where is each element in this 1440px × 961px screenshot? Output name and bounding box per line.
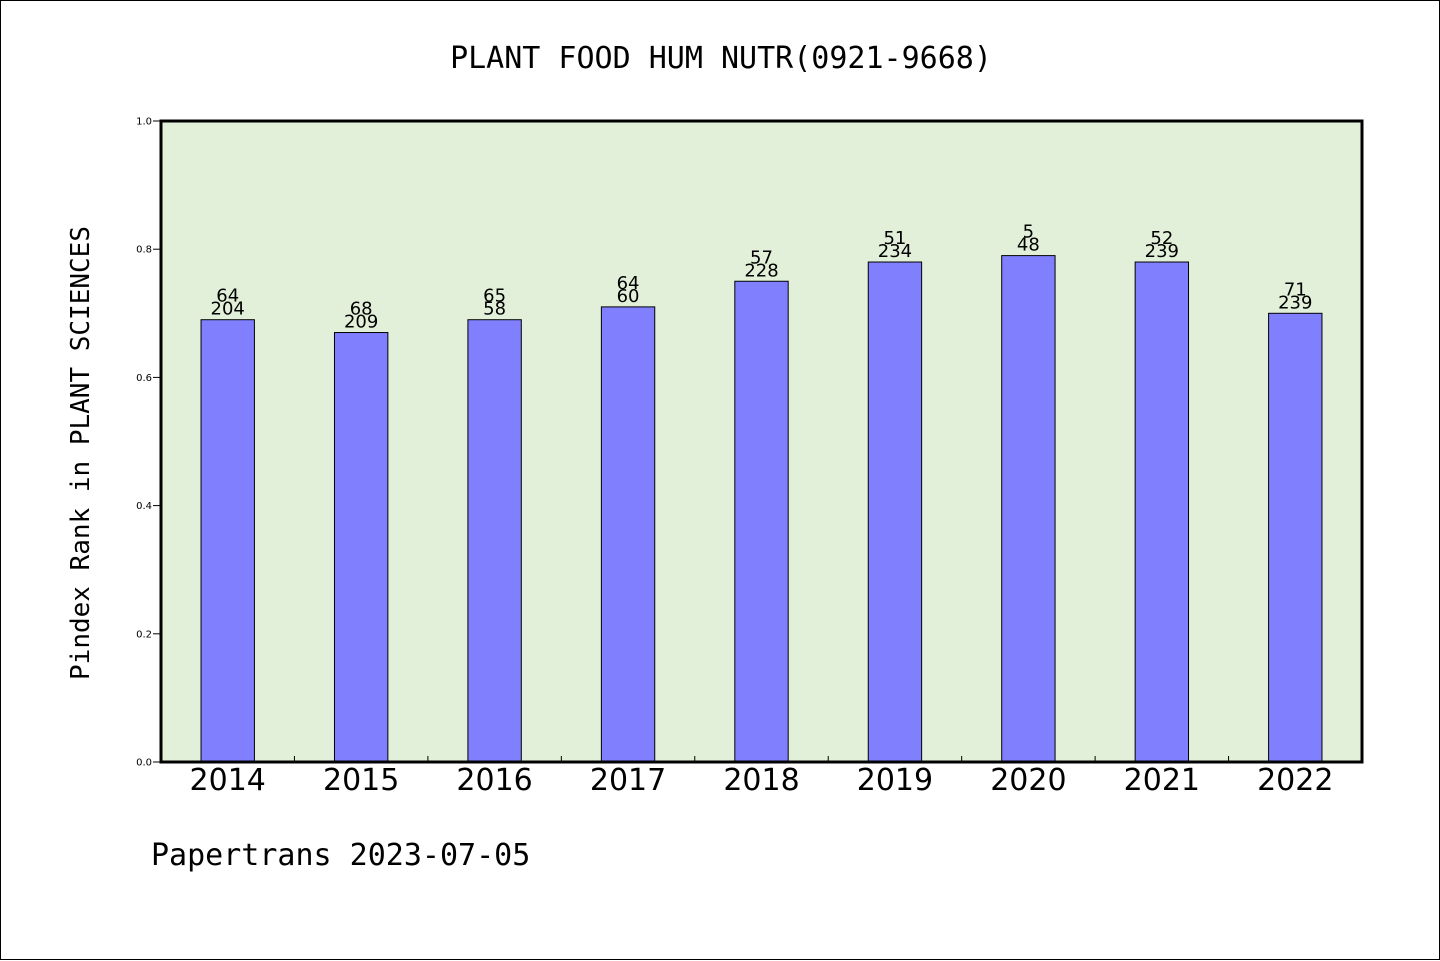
bar bbox=[867, 261, 923, 763]
y-axis: 0.0 0.2 0.4 0.6 0.8 1.0 bbox=[136, 117, 161, 769]
plot-frame bbox=[159, 119, 1364, 764]
bar bbox=[734, 280, 789, 763]
bar bbox=[600, 306, 656, 763]
bar-label-top: 52 bbox=[1150, 228, 1173, 249]
bar-label-top: 64 bbox=[617, 273, 640, 294]
y-tick-label: 0.6 bbox=[136, 373, 152, 384]
bar-label-top: 51 bbox=[883, 228, 906, 249]
bar-series bbox=[200, 255, 1323, 763]
bar-label-bottom: 239 bbox=[1278, 292, 1312, 313]
x-tick-label: 2017 bbox=[590, 763, 666, 798]
bar bbox=[333, 332, 389, 763]
bar bbox=[200, 319, 255, 763]
bar bbox=[467, 319, 522, 763]
bar bbox=[1001, 255, 1056, 763]
bar-label-top: 57 bbox=[750, 247, 773, 268]
footer-text: Papertrans 2023-07-05 bbox=[151, 838, 530, 873]
chart-title: PLANT FOOD HUM NUTR(0921-9668) bbox=[450, 41, 992, 76]
bar-label-top: 68 bbox=[350, 299, 373, 320]
bar-label-bottom: 234 bbox=[878, 241, 912, 262]
bar-label-bottom: 204 bbox=[211, 299, 245, 320]
bar-label-bottom: 58 bbox=[483, 299, 506, 320]
y-tick-label: 0.0 bbox=[136, 758, 152, 769]
bar-label-top: 71 bbox=[1284, 279, 1307, 300]
bar-label-top: 64 bbox=[216, 286, 239, 307]
x-tick-label: 2016 bbox=[456, 763, 532, 798]
y-axis-title: Pindex Rank in PLANT SCIENCES bbox=[66, 226, 96, 680]
y-tick-label: 0.4 bbox=[136, 501, 152, 512]
bar-label-bottom: 48 bbox=[1017, 235, 1040, 256]
bar bbox=[1134, 261, 1190, 763]
bar-label-top: 65 bbox=[483, 286, 506, 307]
bar bbox=[1268, 312, 1323, 763]
x-tick-label: 2021 bbox=[1124, 763, 1200, 798]
y-tick-label: 0.2 bbox=[136, 629, 152, 640]
x-tick-label: 2015 bbox=[323, 763, 399, 798]
bar-label-bottom: 60 bbox=[617, 286, 640, 307]
x-tick-label: 2020 bbox=[990, 763, 1066, 798]
bar-label-bottom: 239 bbox=[1145, 241, 1179, 262]
y-tick-label: 1.0 bbox=[136, 117, 152, 128]
x-tick-label: 2022 bbox=[1257, 763, 1333, 798]
bar-label-bottom: 209 bbox=[344, 312, 378, 333]
bar-label-top: 5 bbox=[1023, 222, 1034, 243]
x-tick-label: 2019 bbox=[857, 763, 933, 798]
y-tick-label: 0.8 bbox=[136, 245, 152, 256]
x-tick-label: 2014 bbox=[190, 763, 266, 798]
x-axis: 2014 2015 2016 2017 2018 2019 2020 2021 2022 bbox=[190, 756, 1333, 798]
x-tick-label: 2018 bbox=[723, 763, 799, 798]
bar-label-bottom: 228 bbox=[744, 260, 778, 281]
